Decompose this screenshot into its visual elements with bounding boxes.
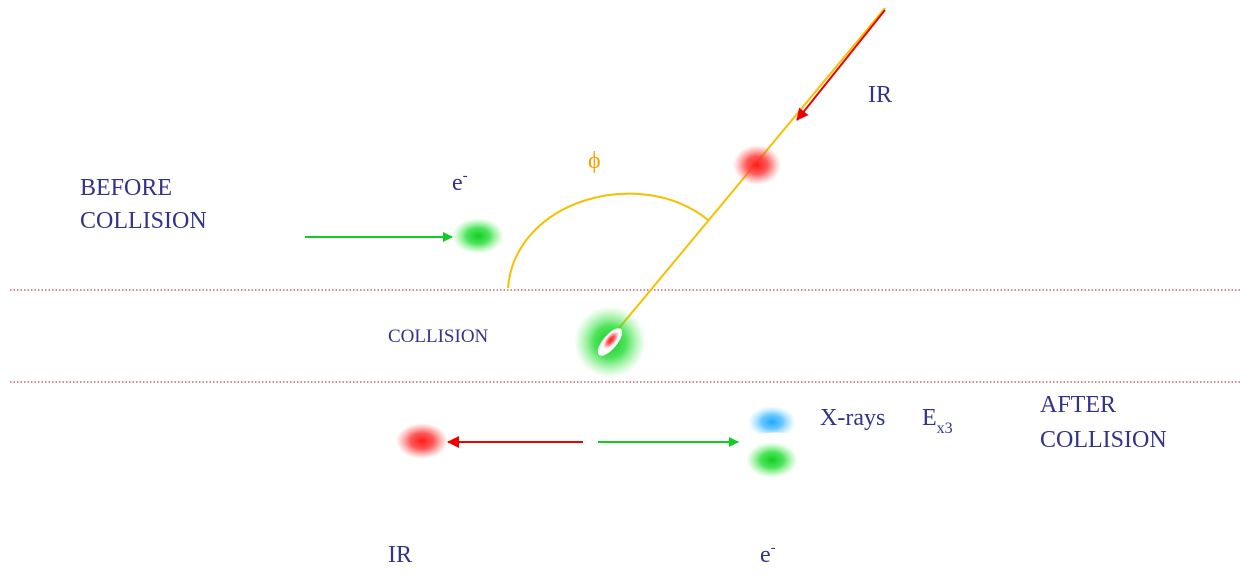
ir-photon bbox=[396, 423, 448, 459]
electron bbox=[452, 218, 504, 254]
label: e- bbox=[452, 168, 468, 196]
label: COLLISION bbox=[80, 208, 207, 234]
label: IR bbox=[388, 542, 412, 568]
label: IR bbox=[868, 82, 892, 108]
diagram: IR ϕ BEFORE COLLISION e- COLLISION X-ray… bbox=[0, 0, 1243, 575]
ir-photon bbox=[733, 145, 781, 185]
label: E bbox=[922, 405, 937, 431]
label: BEFORE bbox=[80, 175, 172, 201]
label: - bbox=[463, 168, 468, 184]
label: AFTER bbox=[1040, 392, 1116, 418]
label: e- bbox=[760, 540, 776, 568]
label: ϕ bbox=[588, 148, 601, 174]
label: Ex3 bbox=[922, 405, 953, 437]
label: x3 bbox=[937, 420, 953, 437]
label: COLLISION bbox=[388, 326, 489, 347]
label: e bbox=[452, 170, 463, 196]
label: - bbox=[771, 540, 776, 556]
label: X-rays bbox=[820, 405, 885, 431]
label: COLLISION bbox=[1040, 427, 1167, 453]
label: e bbox=[760, 542, 771, 568]
angle-arc bbox=[508, 194, 708, 288]
electron bbox=[746, 442, 798, 478]
